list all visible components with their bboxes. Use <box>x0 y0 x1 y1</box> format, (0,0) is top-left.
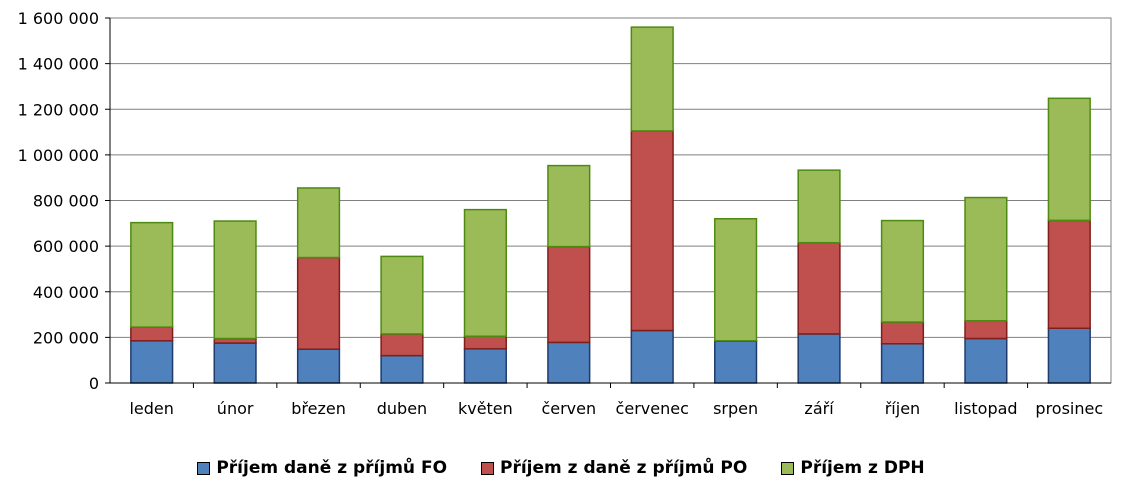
bar-segment-3 <box>296 187 341 259</box>
legend-item: Příjem daně z příjmů FO <box>197 458 447 478</box>
bar-segment-3 <box>797 169 841 244</box>
x-axis-ticks: leden únor březen duben květen červen červenec… <box>129 383 1103 418</box>
bar-segment-2 <box>797 241 841 335</box>
x-tick-label: únor <box>217 399 254 418</box>
legend-label: Příjem z daně z příjmů PO <box>500 458 748 478</box>
y-tick-label: 1 000 000 <box>18 146 99 165</box>
x-tick-label: červen <box>541 399 596 418</box>
y-tick-label: 0 <box>89 374 99 393</box>
bar-segment-2 <box>296 256 341 350</box>
bar-segment-1 <box>714 340 758 384</box>
bar-segment-1 <box>380 354 424 384</box>
y-axis-ticks: 0 200 000 400 000 600 000 800 000 1 000 000 1 … <box>18 9 110 393</box>
bar-segment-3 <box>880 219 925 323</box>
y-tick-label: 200 000 <box>33 328 99 347</box>
legend-swatch <box>481 461 495 475</box>
bar-segment-1 <box>547 341 591 384</box>
y-tick-label: 1 200 000 <box>18 100 99 119</box>
grid-lines <box>109 17 1112 384</box>
x-tick-label: březen <box>291 399 346 418</box>
bar-segment-2 <box>130 326 174 342</box>
bar-segment-1 <box>213 342 257 384</box>
bar-segment-3 <box>547 164 591 248</box>
bar-segment-2 <box>630 130 674 332</box>
bar-segment-1 <box>797 333 841 384</box>
bar-segment-3 <box>964 196 1008 322</box>
y-tick-label: 600 000 <box>33 237 99 256</box>
bar-segment-3 <box>630 26 674 132</box>
y-tick-label: 400 000 <box>33 283 99 302</box>
x-tick-label: prosinec <box>1035 399 1103 418</box>
legend-item: Příjem z daně z příjmů PO <box>481 458 747 478</box>
bar-segment-2 <box>463 335 507 350</box>
x-tick-label: srpen <box>713 399 758 418</box>
legend-label: Příjem z DPH <box>800 458 925 478</box>
bar-segment-3 <box>1047 97 1091 222</box>
y-tick-label: 1 400 000 <box>18 55 99 74</box>
x-tick-label: leden <box>129 399 173 418</box>
y-tick-label: 800 000 <box>33 192 99 211</box>
x-tick-label: květen <box>458 399 513 418</box>
bar-segment-1 <box>463 348 507 384</box>
x-tick-label: říjen <box>885 399 920 418</box>
bar-segment-1 <box>964 337 1008 384</box>
x-tick-label: duben <box>377 399 427 418</box>
bar-segment-2 <box>1047 219 1091 329</box>
x-tick-label: červenec <box>616 399 689 418</box>
x-tick-label: září <box>804 399 834 418</box>
legend-swatch <box>781 461 795 475</box>
legend-swatch <box>197 461 211 475</box>
bar-segment-2 <box>964 319 1008 340</box>
bar-segment-3 <box>714 218 758 342</box>
bar-segment-3 <box>380 255 424 335</box>
bar-segment-1 <box>880 343 925 384</box>
bar-segment-3 <box>130 221 174 328</box>
y-tick-label: 1 600 000 <box>18 9 99 28</box>
bar-segment-1 <box>1047 327 1091 384</box>
legend-item: Příjem z DPH <box>781 458 925 478</box>
bars <box>130 26 1091 384</box>
bar-segment-1 <box>130 340 174 384</box>
bar-segment-2 <box>547 245 591 344</box>
bar-segment-3 <box>463 208 507 337</box>
bar-segment-1 <box>630 329 674 384</box>
legend: Příjem daně z příjmů FO Příjem z daně z p… <box>0 458 1122 478</box>
x-tick-label: listopad <box>954 399 1017 418</box>
bar-segment-3 <box>213 220 257 340</box>
bar-segment-2 <box>380 333 424 357</box>
legend-label: Příjem daně z příjmů FO <box>216 458 448 478</box>
stacked-bar-chart: 0 200 000 400 000 600 000 800 000 1 000 000 1 … <box>18 9 1112 418</box>
bar-segment-2 <box>880 321 925 345</box>
bar-segment-1 <box>296 348 341 384</box>
